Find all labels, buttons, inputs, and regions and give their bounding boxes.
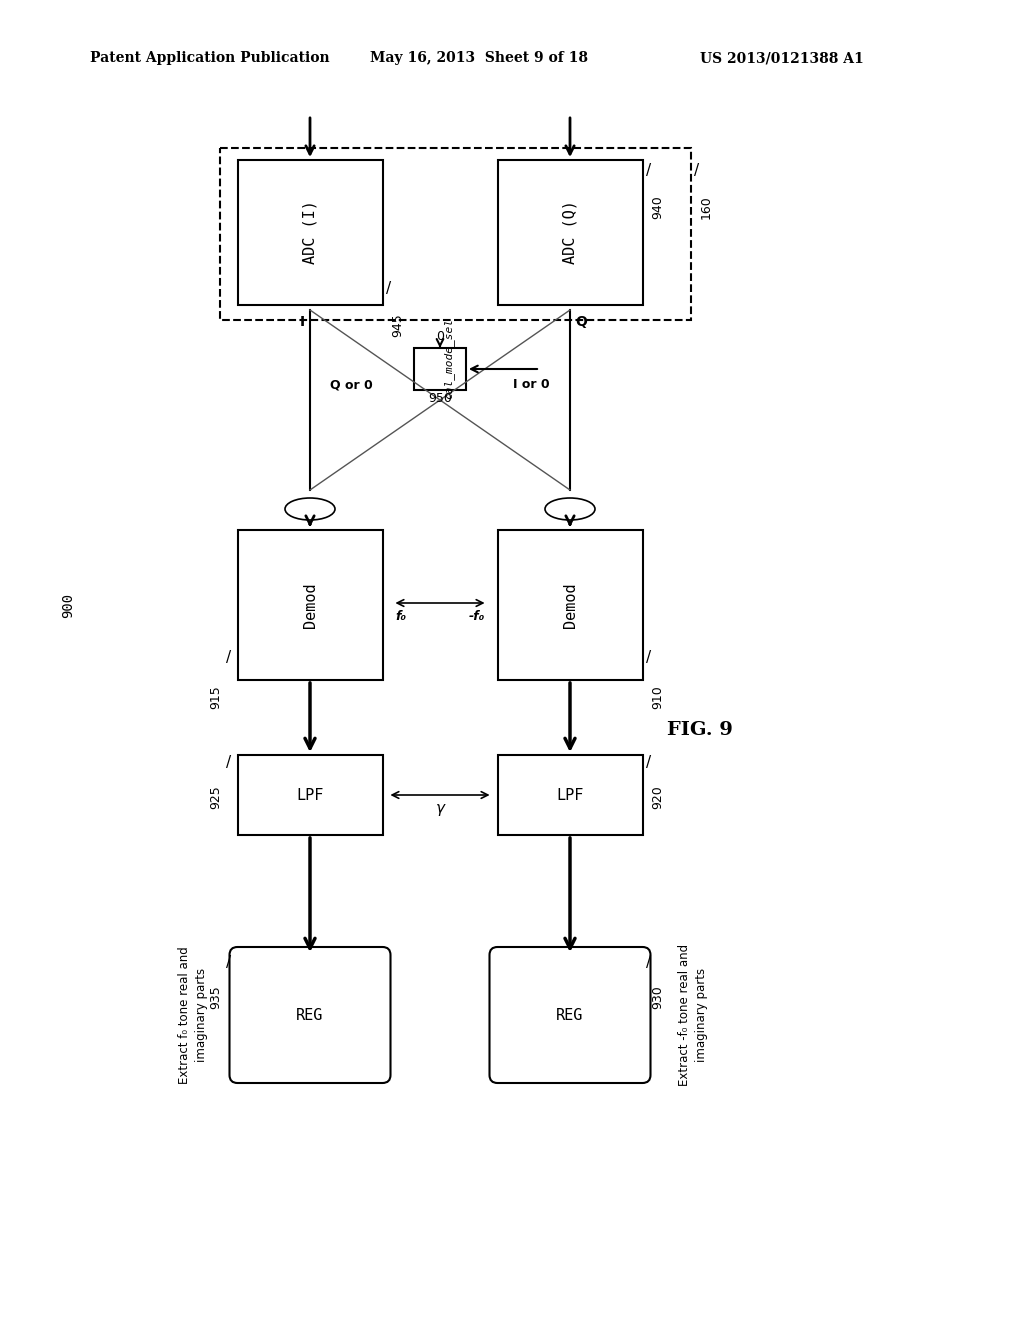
Text: /: / [385,281,390,296]
Text: Extract f₀ tone real and
imaginary parts: Extract f₀ tone real and imaginary parts [177,946,208,1084]
Text: Patent Application Publication: Patent Application Publication [90,51,330,65]
Text: Q: Q [575,315,587,329]
Text: 940: 940 [651,195,664,219]
Ellipse shape [545,498,595,520]
Text: I: I [300,315,305,329]
FancyBboxPatch shape [238,755,383,836]
Text: REG: REG [296,1007,324,1023]
Text: 925: 925 [209,785,222,809]
Text: Demod: Demod [302,582,317,628]
FancyBboxPatch shape [229,946,390,1082]
Text: 900: 900 [61,593,75,618]
Text: Demod: Demod [562,582,578,628]
FancyBboxPatch shape [238,531,383,680]
Text: 0: 0 [436,330,444,343]
Text: May 16, 2013  Sheet 9 of 18: May 16, 2013 Sheet 9 of 18 [370,51,588,65]
Text: REG: REG [556,1007,584,1023]
Text: /: / [693,162,698,178]
Text: /: / [645,755,650,770]
FancyBboxPatch shape [238,160,383,305]
Text: γ: γ [435,801,444,817]
Text: LPF: LPF [556,788,584,803]
Text: FIG. 9: FIG. 9 [667,721,733,739]
FancyBboxPatch shape [498,160,642,305]
FancyBboxPatch shape [414,348,466,389]
FancyBboxPatch shape [489,946,650,1082]
Text: /: / [645,649,650,665]
Text: -f₀: -f₀ [468,610,484,623]
Text: f₀: f₀ [395,610,407,623]
Text: /: / [225,755,230,770]
Text: /: / [225,649,230,665]
Text: 945: 945 [391,313,404,337]
Text: US 2013/0121388 A1: US 2013/0121388 A1 [700,51,864,65]
Text: 920: 920 [651,785,664,809]
FancyBboxPatch shape [498,755,642,836]
Text: 935: 935 [209,985,222,1008]
Text: I or 0: I or 0 [513,379,550,392]
Text: cal_mode_sel: cal_mode_sel [443,318,454,399]
Text: ADC (Q): ADC (Q) [562,201,578,264]
Text: Q or 0: Q or 0 [330,379,373,392]
FancyBboxPatch shape [498,531,642,680]
Text: /: / [645,954,650,970]
Text: 910: 910 [651,685,664,709]
Text: /: / [225,954,230,970]
Text: 950: 950 [428,392,452,405]
Text: 160: 160 [700,195,713,219]
Text: 930: 930 [651,985,664,1008]
Text: /: / [645,162,650,178]
Text: LPF: LPF [296,788,324,803]
Text: Extract -f₀ tone real and
imaginary parts: Extract -f₀ tone real and imaginary part… [678,944,708,1086]
Text: 915: 915 [209,685,222,709]
Text: ADC (I): ADC (I) [302,201,317,264]
Ellipse shape [285,498,335,520]
